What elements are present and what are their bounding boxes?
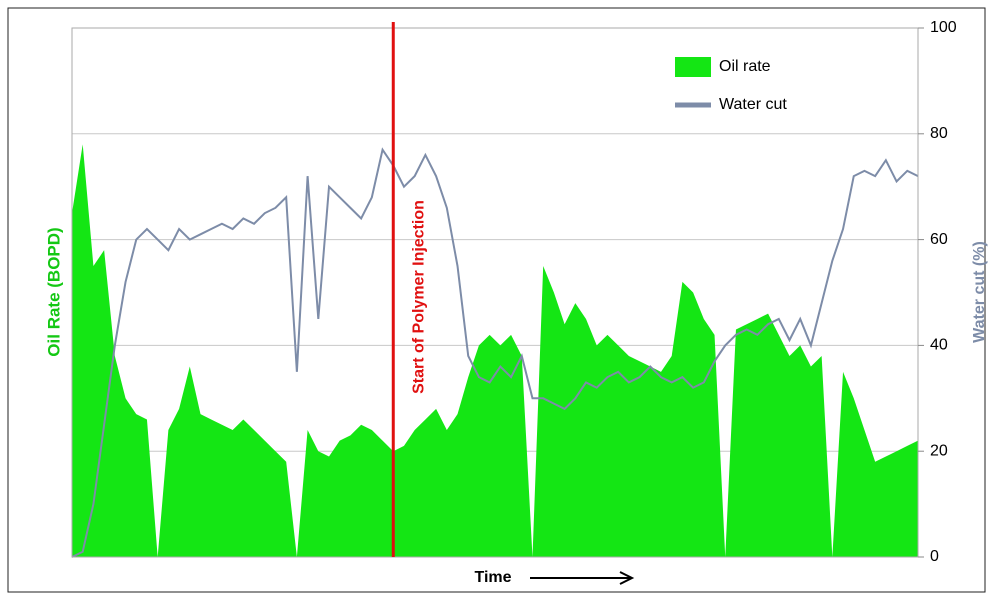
plot-border bbox=[71, 27, 919, 558]
legend-label: Oil rate bbox=[719, 58, 771, 75]
y2-tick-label: 40 bbox=[930, 337, 948, 354]
legend-swatch bbox=[675, 57, 711, 77]
x-axis-title: Time bbox=[474, 569, 511, 586]
y2-tick-label: 100 bbox=[930, 19, 957, 36]
y2-tick-label: 80 bbox=[930, 125, 948, 142]
legend-label: Water cut bbox=[719, 96, 787, 113]
y2-axis-title: Water cut (%) bbox=[971, 241, 988, 343]
y2-tick-label: 0 bbox=[930, 548, 939, 565]
y-axis-title: Oil Rate (BOPD) bbox=[44, 227, 63, 356]
water-cut-line bbox=[71, 147, 919, 558]
y2-tick-label: 20 bbox=[930, 442, 948, 459]
annotation-text: Start of Polymer Injection bbox=[410, 200, 427, 394]
oil-rate-area bbox=[72, 144, 918, 557]
y2-tick-label: 60 bbox=[930, 231, 948, 248]
time-arrow-head bbox=[619, 571, 635, 585]
